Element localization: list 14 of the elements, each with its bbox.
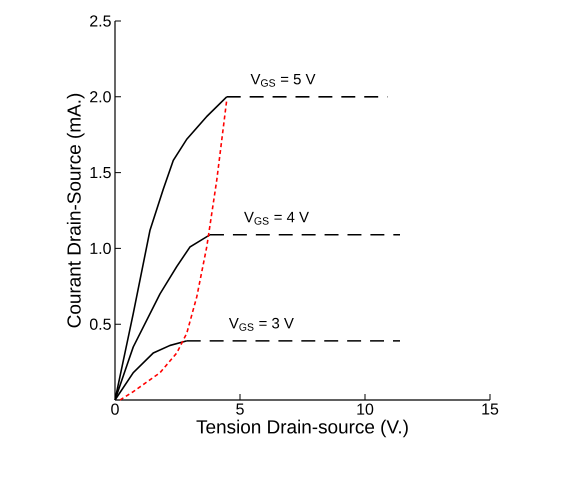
y-tick-label: 2.5 bbox=[90, 15, 111, 27]
x-tick-label: 10 bbox=[357, 404, 374, 415]
series-label: V$_{GS}$ = 5 V bbox=[250, 74, 316, 87]
x-tick-label: 15 bbox=[482, 404, 498, 415]
y-tick-label: 0.5 bbox=[90, 318, 111, 330]
x-axis-title: Tension Drain-source (V.) bbox=[196, 420, 408, 438]
x-tick-label: 5 bbox=[236, 404, 244, 415]
series-label: V$_{GS}$ = 3 V bbox=[228, 318, 294, 331]
y-tick-label: 1.0 bbox=[90, 242, 111, 254]
series-label: V$_{GS}$ = 4 V bbox=[244, 212, 309, 225]
x-tick-label: 0 bbox=[111, 404, 119, 415]
y-tick-label: 1.5 bbox=[90, 167, 111, 178]
y-tick-label: 2.0 bbox=[90, 91, 111, 102]
y-axis-title: Courant Drain-Source (mA.) bbox=[66, 94, 84, 328]
